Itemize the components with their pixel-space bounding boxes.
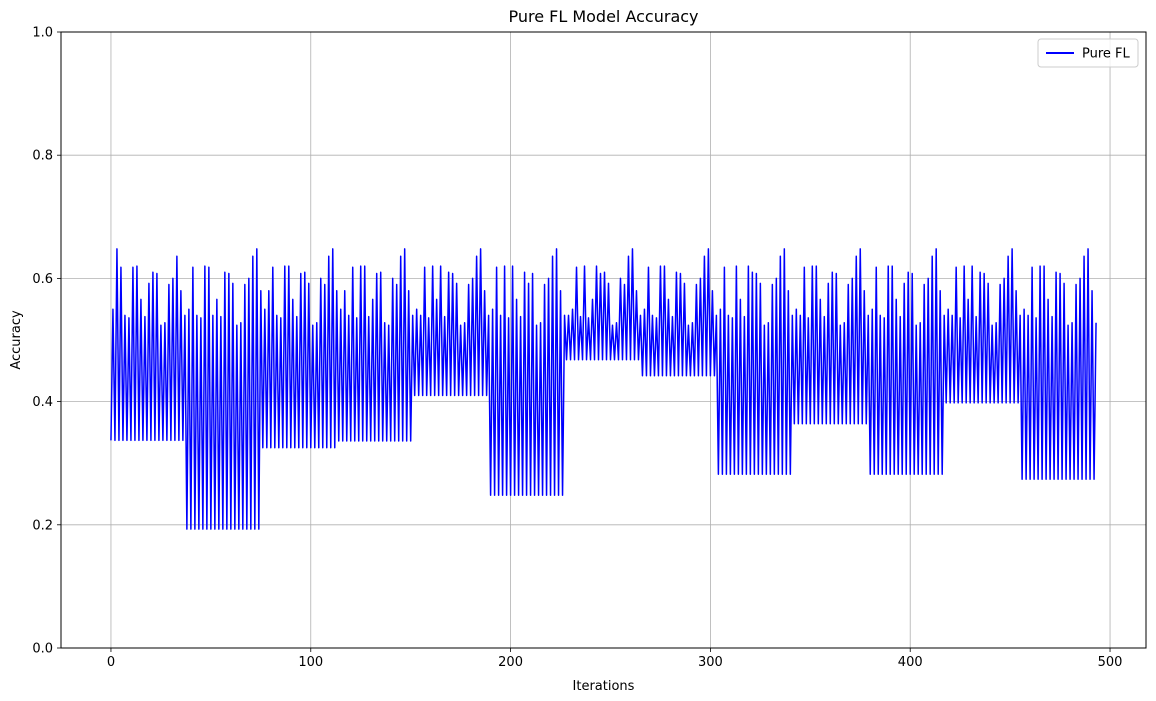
x-tick-label: 500 (1098, 655, 1123, 670)
series-line-pure-fl (110, 248, 1097, 530)
y-tick-label: 0.2 (32, 518, 53, 533)
y-axis-ticks: 0.0 0.2 0.4 0.6 0.8 1.0 (32, 26, 61, 657)
x-tick-label: 0 (107, 655, 115, 670)
x-axis-label: Iterations (573, 679, 635, 694)
x-tick-label: 400 (898, 655, 923, 670)
y-tick-label: 0.4 (32, 395, 53, 410)
x-tick-label: 200 (498, 655, 523, 670)
legend: Pure FL (1037, 38, 1139, 68)
x-tick-label: 300 (698, 655, 723, 670)
chart-title: Pure FL Model Accuracy (508, 7, 698, 26)
legend-label-pure-fl: Pure FL (1082, 47, 1131, 62)
y-axis-label: Accuracy (9, 310, 24, 370)
legend-box (1037, 38, 1139, 68)
y-tick-label: 1.0 (32, 26, 53, 41)
y-tick-label: 0.6 (32, 272, 53, 287)
plot-frame (60, 31, 1147, 649)
x-axis-ticks: 0 100 200 300 400 500 (107, 648, 1123, 670)
y-tick-label: 0.8 (32, 149, 53, 164)
series-layer (110, 248, 1097, 530)
x-tick-label: 100 (298, 655, 323, 670)
y-tick-label: 0.0 (32, 642, 53, 657)
